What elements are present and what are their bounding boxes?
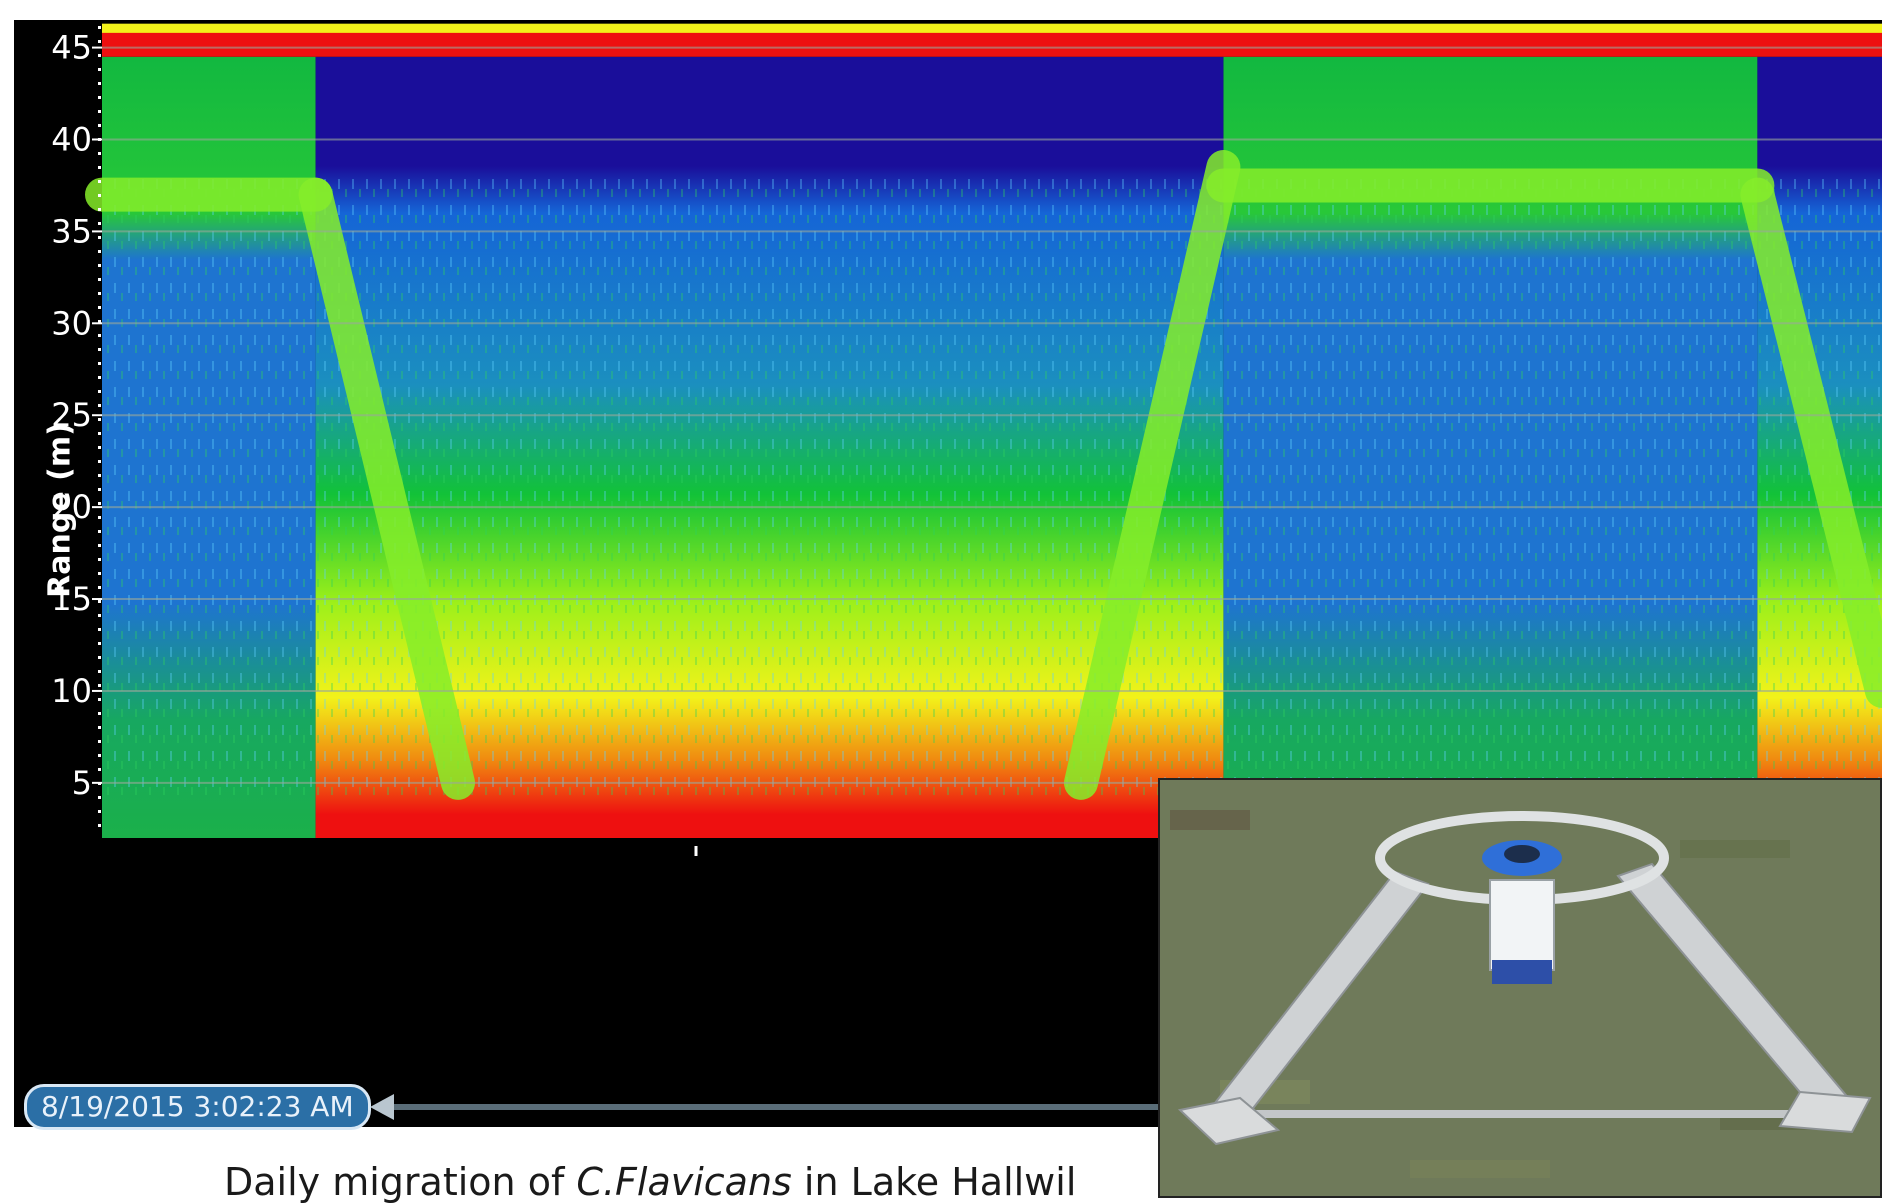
y-tick-label-20: 20 bbox=[51, 488, 92, 526]
y-tick-label-5: 5 bbox=[72, 764, 92, 802]
echogram-panel: 5 10 15 20 25 30 35 40 45 Range (m) bbox=[14, 20, 1882, 1127]
speckle-texture bbox=[102, 176, 1882, 802]
scattering-layer-descent bbox=[298, 177, 475, 800]
caption-species: C.Flavicans bbox=[576, 1160, 792, 1204]
y-axis-title: Range (m) bbox=[42, 422, 78, 598]
y-tick-label-35: 35 bbox=[51, 212, 92, 250]
timestamp-badge[interactable]: 8/19/2015 3:02:23 AM bbox=[24, 1084, 371, 1130]
time-cursor-arrow-icon[interactable] bbox=[370, 1090, 1170, 1124]
y-tick-label-25: 25 bbox=[51, 396, 92, 434]
y-tick-label-30: 30 bbox=[51, 304, 92, 342]
figure-caption: Daily migration of C.Flavicans in Lake H… bbox=[224, 1160, 1076, 1204]
tripod-illustration bbox=[1160, 780, 1880, 1196]
y-tick-label-40: 40 bbox=[51, 120, 92, 158]
scattering-layer-3 bbox=[1740, 177, 1882, 708]
surface-band bbox=[102, 29, 1882, 57]
adcp-tripod-photo bbox=[1158, 778, 1882, 1198]
y-tick-label-10: 10 bbox=[51, 672, 92, 710]
echogram-chart: 5 10 15 20 25 30 35 40 45 bbox=[51, 23, 1882, 856]
y-tick-label-15: 15 bbox=[51, 580, 92, 618]
surface-band-top bbox=[102, 23, 1882, 33]
y-tick-label-45: 45 bbox=[51, 29, 92, 67]
caption-suffix: in Lake Hallwil bbox=[791, 1160, 1077, 1204]
caption-prefix: Daily migration of bbox=[224, 1160, 577, 1204]
scattering-layer-1 bbox=[1064, 150, 1241, 800]
